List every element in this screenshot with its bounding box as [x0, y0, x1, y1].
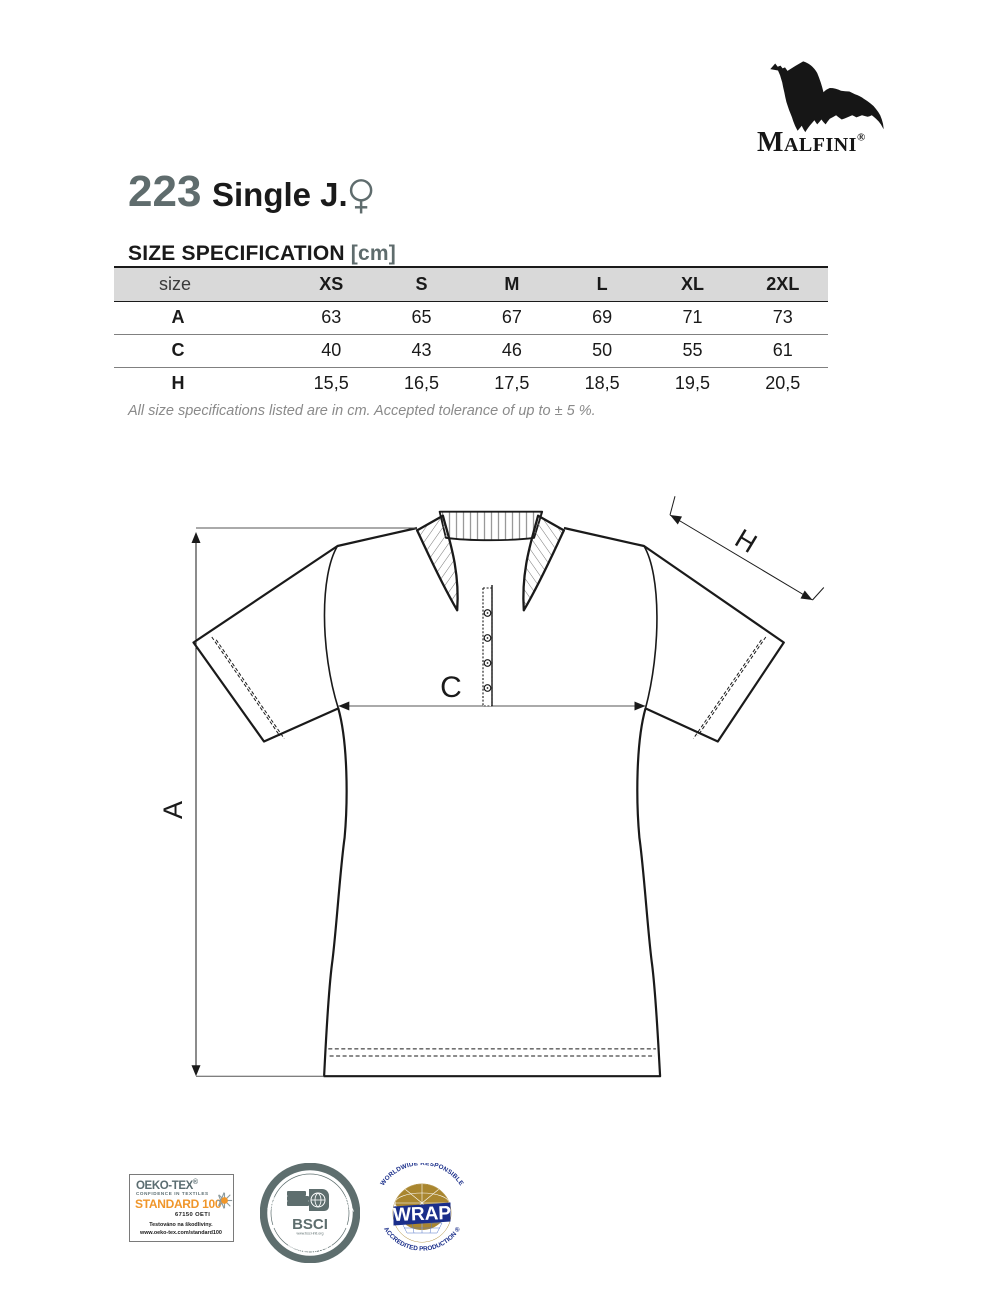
svg-text:A: A: [158, 801, 188, 819]
svg-text:BSCI: BSCI: [292, 1216, 328, 1233]
svg-text:www.bsci-intl.org: www.bsci-intl.org: [297, 1232, 324, 1236]
svg-text:WORLDWIDE RESPONSIBLE: WORLDWIDE RESPONSIBLE: [379, 1163, 464, 1187]
svg-text:C: C: [440, 671, 462, 704]
svg-text:WRAP: WRAP: [393, 1203, 452, 1226]
